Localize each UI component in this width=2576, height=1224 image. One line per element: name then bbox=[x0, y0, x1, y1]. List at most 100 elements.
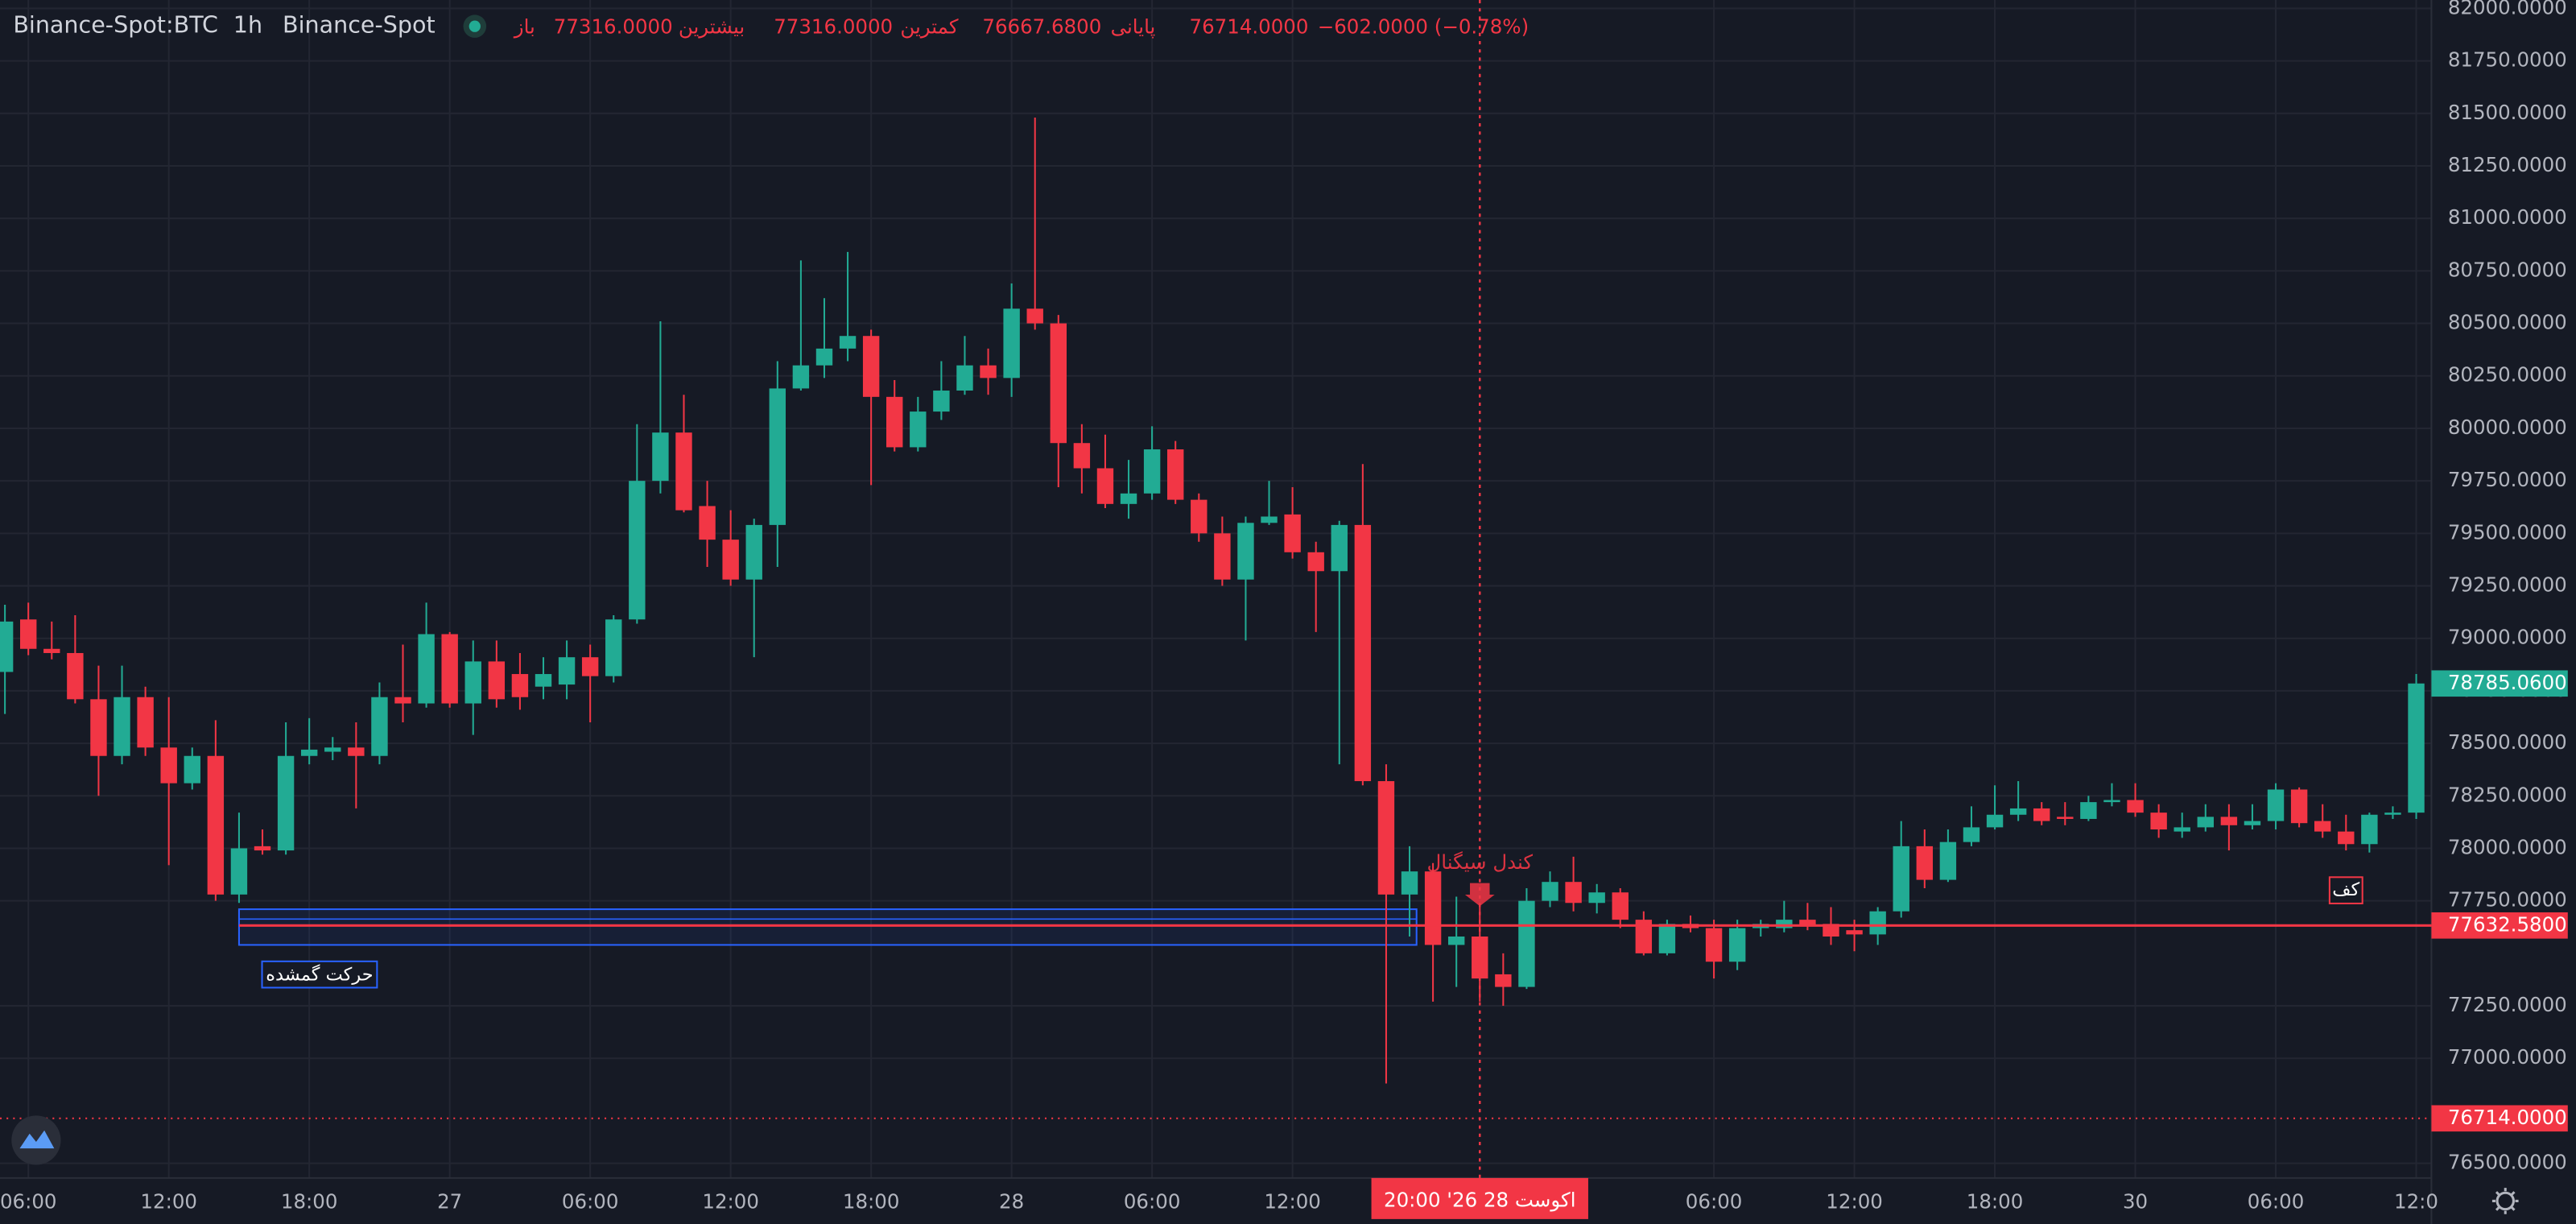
y-tick-label: 82000.0000 bbox=[2448, 0, 2567, 19]
candle-body bbox=[980, 365, 997, 378]
crosshair-label-box bbox=[1371, 1177, 1588, 1219]
close-label: پایانی bbox=[1111, 15, 1156, 39]
candle-body bbox=[1307, 552, 1324, 572]
candle-body bbox=[722, 540, 739, 580]
candle-body bbox=[1261, 516, 1278, 523]
candle-body bbox=[1939, 842, 1957, 880]
candle-body bbox=[2290, 789, 2308, 824]
candle-body bbox=[2033, 808, 2050, 821]
candle-body bbox=[0, 621, 14, 672]
candle-body bbox=[2361, 814, 2378, 845]
high-label: بیشترین bbox=[679, 15, 745, 39]
candle-body bbox=[1143, 449, 1161, 494]
candle-body bbox=[769, 388, 786, 525]
x-tick-label: 28 bbox=[999, 1189, 1024, 1213]
zone-label-box bbox=[261, 960, 378, 989]
candle-body bbox=[43, 648, 60, 653]
annotation-box bbox=[2328, 876, 2363, 904]
x-tick-label: 06:00 bbox=[1124, 1189, 1181, 1213]
candle-body bbox=[1096, 468, 1114, 504]
candle-body bbox=[254, 846, 271, 851]
y-tick-label: 78000.0000 bbox=[2448, 835, 2567, 858]
candle-body bbox=[1120, 493, 1137, 504]
candle-body bbox=[90, 699, 107, 756]
candle-body bbox=[2080, 802, 2097, 819]
candle-body bbox=[1424, 871, 1442, 945]
y-tick-label: 79250.0000 bbox=[2448, 573, 2567, 597]
candle-body bbox=[886, 396, 903, 448]
candle-body bbox=[1354, 524, 1372, 782]
y-tick-label: 78500.0000 bbox=[2448, 730, 2567, 754]
candle-body bbox=[464, 661, 481, 704]
x-tick-label: 06:00 bbox=[562, 1189, 619, 1213]
candle-body bbox=[488, 661, 506, 700]
x-tick-label: 18:00 bbox=[1967, 1189, 2024, 1213]
candle-body bbox=[1377, 781, 1395, 895]
candle-body bbox=[792, 365, 810, 389]
symbol: Binance-Spot:BTC bbox=[13, 11, 218, 39]
high-value: 77316.0000 bbox=[774, 15, 893, 39]
annotation-text: کف bbox=[2332, 879, 2359, 900]
status-dot bbox=[469, 20, 481, 32]
candle-body bbox=[1447, 936, 1465, 945]
candle-body bbox=[629, 481, 646, 620]
candle-body bbox=[2127, 800, 2144, 813]
candle-body bbox=[2267, 789, 2285, 821]
candle-body bbox=[160, 747, 177, 784]
candle-body bbox=[1986, 814, 2004, 828]
x-tick-label: 12:0 bbox=[2394, 1189, 2438, 1213]
candle-body bbox=[1612, 892, 1629, 920]
x-tick-label: 18:00 bbox=[843, 1189, 900, 1213]
y-tick-label: 77250.0000 bbox=[2448, 993, 2567, 1016]
low-value: 76667.6800 bbox=[982, 15, 1101, 39]
candle-body bbox=[1565, 882, 1582, 904]
candle-body bbox=[1284, 514, 1301, 552]
candle-body bbox=[67, 652, 84, 700]
candle-body bbox=[1472, 936, 1488, 979]
candle-body bbox=[1963, 827, 1980, 842]
candle-body bbox=[956, 365, 973, 391]
candle-body bbox=[20, 619, 37, 649]
candle-body bbox=[558, 657, 576, 685]
close-value: 76714.0000 bbox=[1190, 15, 1309, 39]
candle-body bbox=[1167, 449, 1184, 500]
candle-body bbox=[277, 755, 295, 851]
x-tick-label: 12:00 bbox=[1264, 1189, 1321, 1213]
candle-body bbox=[114, 697, 130, 756]
candle-body bbox=[1893, 846, 1909, 912]
candle-body bbox=[2314, 821, 2331, 832]
candle-body bbox=[1846, 930, 1863, 935]
settings[interactable] bbox=[2491, 1188, 2519, 1214]
settings-icon[interactable] bbox=[2496, 1191, 2515, 1211]
candle-body bbox=[1191, 499, 1208, 534]
legend-values: باز 77316.0000 بیشترین 77316.0000 کمترین… bbox=[513, 15, 1529, 39]
candle-body bbox=[1003, 308, 1020, 378]
y-tick-label: 81750.0000 bbox=[2448, 48, 2567, 72]
y-tick-label: 81500.0000 bbox=[2448, 101, 2567, 124]
candle-body bbox=[1916, 846, 1934, 880]
candle-body bbox=[2244, 821, 2261, 825]
candle-body bbox=[511, 674, 529, 697]
candle-body bbox=[1495, 974, 1512, 987]
y-tick-label: 80000.0000 bbox=[2448, 416, 2567, 439]
logo-icon bbox=[19, 1130, 55, 1149]
candle-body bbox=[2408, 683, 2425, 813]
candle-body bbox=[581, 657, 599, 676]
x-tick-label: 27 bbox=[437, 1189, 462, 1213]
price-label-box bbox=[2431, 1105, 2568, 1132]
candle-body bbox=[2338, 831, 2355, 845]
candle-body bbox=[1026, 308, 1043, 324]
exchange: Binance-Spot bbox=[283, 11, 436, 39]
plot bbox=[0, 118, 2432, 1119]
candle-body bbox=[2220, 817, 2238, 825]
logo-circle bbox=[11, 1115, 61, 1165]
low-label: کمترین bbox=[900, 15, 958, 39]
candle-body bbox=[815, 348, 833, 366]
candle-body bbox=[535, 674, 552, 687]
candle-body bbox=[1588, 892, 1605, 904]
candle-body bbox=[2150, 813, 2167, 830]
x-tick-label: 06:00 bbox=[1686, 1189, 1743, 1213]
candle-body bbox=[2009, 808, 2027, 815]
